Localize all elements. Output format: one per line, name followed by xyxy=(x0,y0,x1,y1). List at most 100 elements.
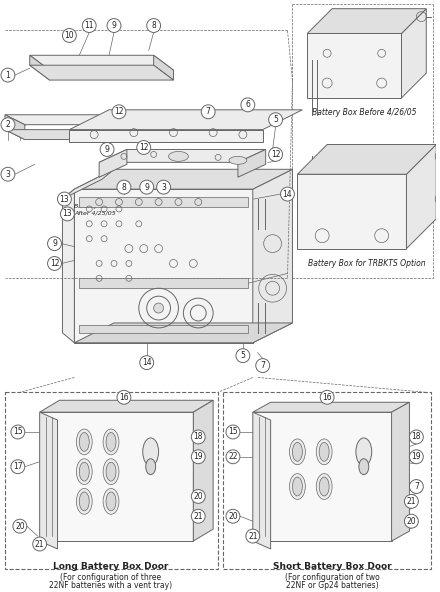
Circle shape xyxy=(191,490,205,503)
Text: 22NF batteries with a vent tray): 22NF batteries with a vent tray) xyxy=(49,581,172,590)
Polygon shape xyxy=(307,9,426,34)
Ellipse shape xyxy=(359,459,369,475)
Text: (For configuration of two: (For configuration of two xyxy=(285,573,379,582)
Text: 16: 16 xyxy=(119,393,129,402)
Polygon shape xyxy=(193,400,213,541)
Text: 8: 8 xyxy=(121,182,126,192)
Text: 15: 15 xyxy=(228,427,238,436)
Ellipse shape xyxy=(106,462,116,481)
Circle shape xyxy=(1,168,15,181)
Circle shape xyxy=(147,18,161,33)
Polygon shape xyxy=(40,412,193,541)
Polygon shape xyxy=(79,278,248,288)
Circle shape xyxy=(410,430,423,444)
Circle shape xyxy=(201,105,215,119)
Circle shape xyxy=(246,529,260,543)
Text: (For configuration of three: (For configuration of three xyxy=(60,573,161,582)
Text: 18: 18 xyxy=(194,432,203,442)
Ellipse shape xyxy=(293,442,302,461)
Polygon shape xyxy=(40,400,213,412)
Circle shape xyxy=(154,303,164,313)
Bar xyxy=(223,392,431,569)
Text: Battery Box: Battery Box xyxy=(74,204,112,209)
Text: 20: 20 xyxy=(15,522,25,530)
Text: 16: 16 xyxy=(323,393,332,402)
Circle shape xyxy=(157,180,171,194)
Polygon shape xyxy=(5,115,119,125)
Text: 15: 15 xyxy=(13,427,22,436)
Ellipse shape xyxy=(316,439,332,465)
Ellipse shape xyxy=(79,462,89,481)
Polygon shape xyxy=(40,412,58,549)
Text: 20: 20 xyxy=(228,511,238,521)
Circle shape xyxy=(107,18,121,33)
Text: 7: 7 xyxy=(260,361,265,370)
Text: 3: 3 xyxy=(5,170,11,179)
Circle shape xyxy=(58,192,71,206)
Ellipse shape xyxy=(76,488,92,514)
Circle shape xyxy=(140,356,154,369)
Text: 10: 10 xyxy=(65,31,74,40)
Polygon shape xyxy=(74,323,293,343)
Circle shape xyxy=(48,237,62,250)
Text: 1: 1 xyxy=(6,70,10,79)
Circle shape xyxy=(11,460,25,474)
Polygon shape xyxy=(99,149,127,177)
Text: 12: 12 xyxy=(271,150,280,159)
Ellipse shape xyxy=(106,433,116,451)
Text: 3: 3 xyxy=(161,182,166,192)
Polygon shape xyxy=(401,9,426,98)
Polygon shape xyxy=(253,412,271,549)
Ellipse shape xyxy=(79,492,89,511)
Circle shape xyxy=(11,425,25,439)
Text: 2: 2 xyxy=(6,120,10,129)
Polygon shape xyxy=(407,144,436,249)
Polygon shape xyxy=(74,169,293,189)
Circle shape xyxy=(281,187,294,201)
Circle shape xyxy=(112,105,126,119)
Circle shape xyxy=(100,143,114,156)
Circle shape xyxy=(226,425,240,439)
Circle shape xyxy=(117,390,131,404)
Circle shape xyxy=(404,514,418,528)
Text: Battery Box for TRBKTS Option: Battery Box for TRBKTS Option xyxy=(308,259,425,268)
Circle shape xyxy=(236,349,250,362)
Text: 18: 18 xyxy=(411,432,421,442)
Polygon shape xyxy=(62,189,74,343)
Circle shape xyxy=(60,207,74,221)
Text: 12: 12 xyxy=(139,143,148,152)
Text: 20: 20 xyxy=(407,517,416,526)
Ellipse shape xyxy=(319,442,329,461)
Ellipse shape xyxy=(293,477,302,496)
Polygon shape xyxy=(253,169,293,343)
Text: 13: 13 xyxy=(60,195,69,204)
Polygon shape xyxy=(392,402,410,541)
Ellipse shape xyxy=(76,459,92,484)
Circle shape xyxy=(137,140,150,155)
Polygon shape xyxy=(74,189,253,343)
Ellipse shape xyxy=(103,459,119,484)
Ellipse shape xyxy=(316,474,332,500)
Text: 19: 19 xyxy=(194,452,203,461)
Text: 7: 7 xyxy=(206,107,211,116)
Text: 9: 9 xyxy=(52,239,57,248)
Text: 22NF or Gp24 batteries): 22NF or Gp24 batteries) xyxy=(286,581,378,590)
Ellipse shape xyxy=(146,459,156,475)
Text: 20: 20 xyxy=(194,492,203,501)
Bar xyxy=(5,392,218,569)
Text: 9: 9 xyxy=(105,145,110,154)
Circle shape xyxy=(13,519,27,533)
Polygon shape xyxy=(297,144,436,174)
Polygon shape xyxy=(30,55,173,70)
Ellipse shape xyxy=(229,156,247,165)
Ellipse shape xyxy=(79,433,89,451)
Circle shape xyxy=(140,180,154,194)
Text: 14: 14 xyxy=(142,358,151,367)
Polygon shape xyxy=(253,402,410,412)
Polygon shape xyxy=(62,169,114,199)
Text: 17: 17 xyxy=(13,462,22,471)
Text: 8: 8 xyxy=(151,21,156,30)
Polygon shape xyxy=(70,110,302,130)
Ellipse shape xyxy=(103,488,119,514)
Ellipse shape xyxy=(290,474,305,500)
